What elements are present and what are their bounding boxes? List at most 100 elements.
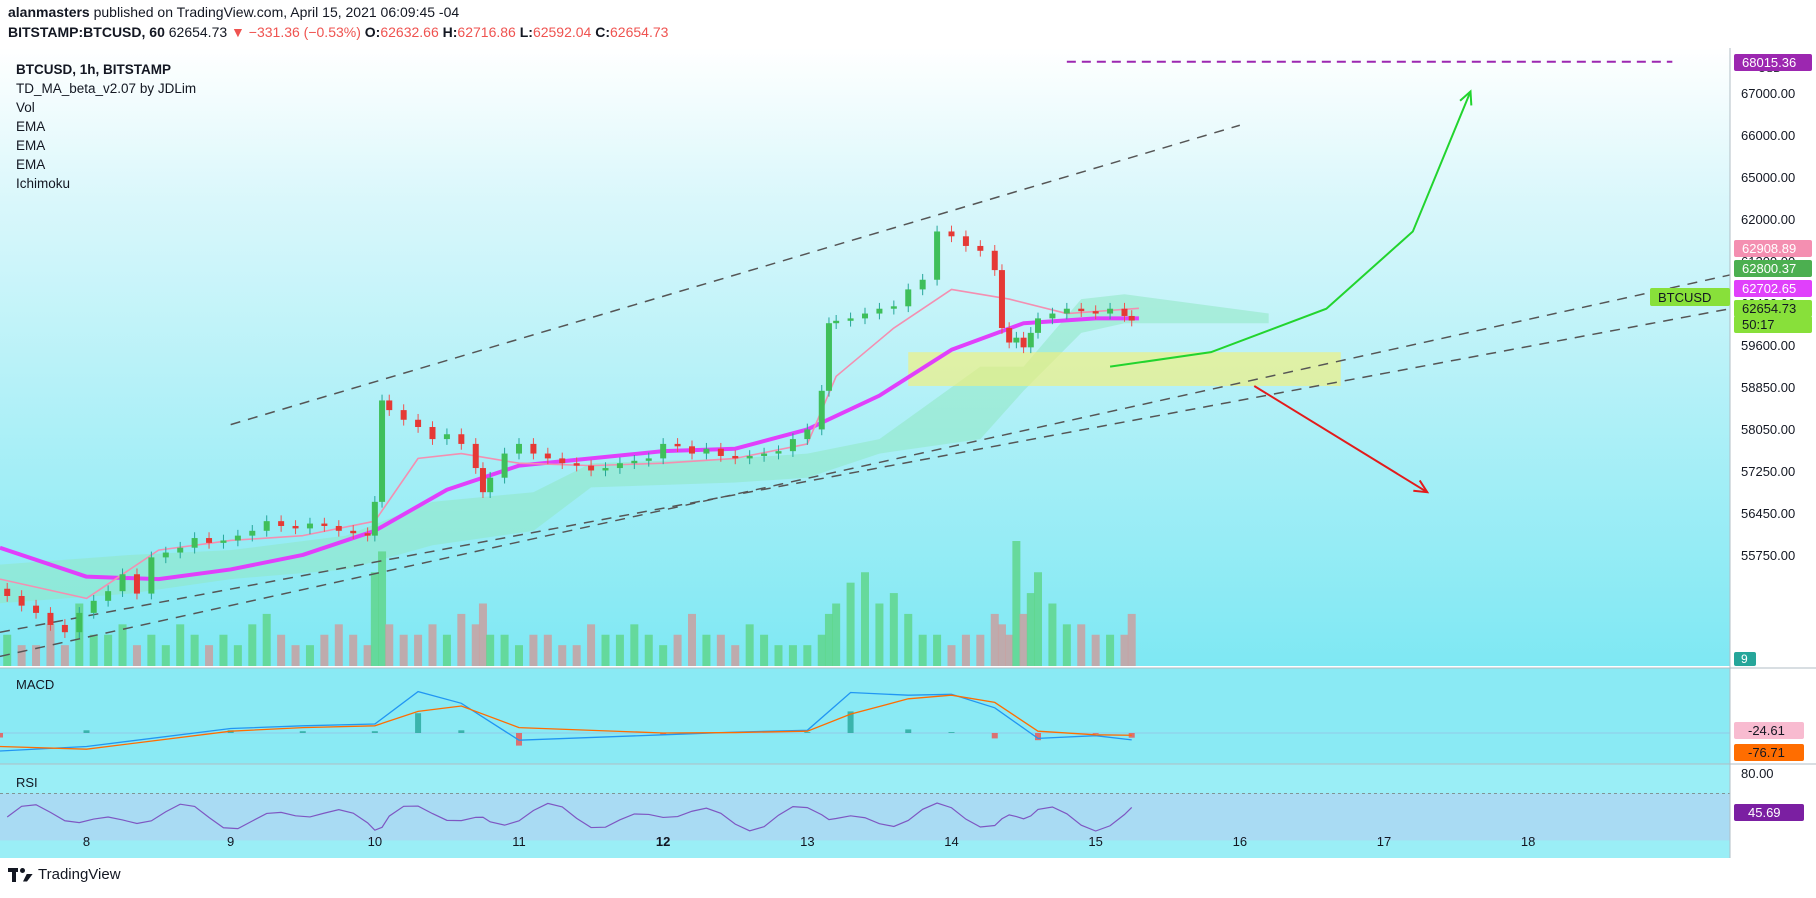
volume-bar <box>17 645 26 666</box>
ichimoku-cloud <box>0 294 1269 604</box>
volume-bar <box>161 645 170 666</box>
time-tick-label: 16 <box>1233 834 1247 849</box>
candle-body <box>1049 313 1056 319</box>
volume-bar <box>587 624 596 666</box>
volume-bar <box>918 634 927 666</box>
candle-body <box>429 427 436 440</box>
volume-bar <box>1048 603 1057 666</box>
volume-bar <box>414 634 423 666</box>
candle-body <box>479 468 486 493</box>
volume-bar <box>1127 613 1136 666</box>
macd-value-badge <box>1734 722 1804 739</box>
candle-body <box>998 270 1005 329</box>
legend-vol[interactable]: Vol <box>16 100 35 115</box>
candle-body <box>47 612 54 625</box>
volume-bar <box>990 613 999 666</box>
low-value: 62592.04 <box>532 24 592 40</box>
volume-bar <box>601 634 610 666</box>
symbol-tag-text: BTCUSD <box>1658 290 1711 305</box>
legend-ema-2[interactable]: EMA <box>16 138 46 153</box>
candle-body <box>919 279 926 290</box>
candle-body <box>119 574 126 592</box>
candle-body <box>501 453 508 478</box>
price-chart[interactable]: 67000.0066000.0065000.0062000.0061200.00… <box>0 48 1816 858</box>
volume-bar <box>46 624 55 666</box>
candle-body <box>191 538 198 548</box>
candle-body <box>1035 318 1041 333</box>
volume-bar <box>933 634 942 666</box>
candle-body <box>364 533 371 536</box>
rsi-level-label: 80.00 <box>1741 766 1774 781</box>
candle-body <box>162 552 169 558</box>
macd-histogram-bar <box>991 733 998 739</box>
candle-body <box>732 455 739 459</box>
volume-bar <box>176 624 185 666</box>
candle-body <box>61 624 68 633</box>
candle-body <box>105 591 112 601</box>
volume-tag-badge <box>1734 652 1756 666</box>
candle-body <box>234 535 241 541</box>
candle-body <box>1092 311 1099 314</box>
legend-symbol[interactable]: BTCUSD, 1h, BITSTAMP <box>16 62 171 77</box>
volume-bar <box>529 634 538 666</box>
volume-bar <box>442 634 451 666</box>
volume-bar <box>716 634 725 666</box>
legend-ichimoku[interactable]: Ichimoku <box>16 176 71 191</box>
volume-bar <box>428 624 437 666</box>
candle-body <box>645 458 652 461</box>
candle-body <box>588 465 595 471</box>
volume-bar <box>1106 634 1115 666</box>
volume-bar <box>378 551 387 666</box>
volume-bar <box>572 645 581 666</box>
channel-line-2 <box>0 274 1731 658</box>
volume-bar <box>1077 624 1086 666</box>
volume-bar <box>846 582 855 666</box>
candle-body <box>573 463 580 466</box>
tradingview-footer[interactable]: TradingView <box>8 866 121 883</box>
volume-bar <box>1120 634 1129 666</box>
author-name[interactable]: alanmasters <box>8 4 90 20</box>
volume-bar <box>997 624 1006 666</box>
volume-bar <box>774 645 783 666</box>
channel-line-3 <box>0 307 1731 633</box>
volume-bar <box>731 645 740 666</box>
volume-bar <box>32 645 41 666</box>
legend-td-ma[interactable]: TD_MA_beta_v2.07 by JDLim <box>16 81 197 96</box>
rsi-value-text: 45.69 <box>1748 805 1781 820</box>
volume-bar <box>824 613 833 666</box>
macd-value-badge <box>1734 744 1804 761</box>
candle-body <box>761 453 768 456</box>
price-tick-label: 58050.00 <box>1741 422 1795 437</box>
legend-ema-3[interactable]: EMA <box>16 157 46 172</box>
candle-body <box>1063 308 1070 314</box>
candle-body <box>746 455 753 459</box>
candle-body <box>775 451 782 454</box>
high-value: 62716.86 <box>457 24 516 40</box>
macd-histogram-bar <box>371 731 378 733</box>
volume-bar <box>688 613 696 666</box>
legend-ema-1[interactable]: EMA <box>16 119 46 134</box>
last-price: 62654.73 <box>168 24 228 40</box>
candle-body <box>934 231 941 280</box>
candle-body <box>890 306 897 309</box>
time-tick-label: 17 <box>1377 834 1391 849</box>
high-label: H: <box>442 24 458 40</box>
candle-body <box>905 289 912 307</box>
macd-histogram-bar <box>804 732 811 733</box>
volume-bar <box>233 645 242 666</box>
candle-body <box>278 521 285 526</box>
volume-bar <box>363 645 372 666</box>
volume-bar <box>370 572 379 666</box>
volume-bar <box>1019 613 1028 666</box>
price-tick-label: 67000.00 <box>1741 86 1795 101</box>
macd-histogram-bar <box>0 733 3 738</box>
volume-bar <box>788 645 797 666</box>
price-label-badge <box>1734 316 1812 333</box>
volume-bar <box>486 634 495 666</box>
volume-bar <box>3 634 12 666</box>
time-tick-label: 12 <box>656 834 670 849</box>
macd-histogram-bar <box>847 711 854 733</box>
candle-body <box>530 443 537 454</box>
volume-bar <box>659 645 668 666</box>
candle-body <box>1128 315 1135 321</box>
